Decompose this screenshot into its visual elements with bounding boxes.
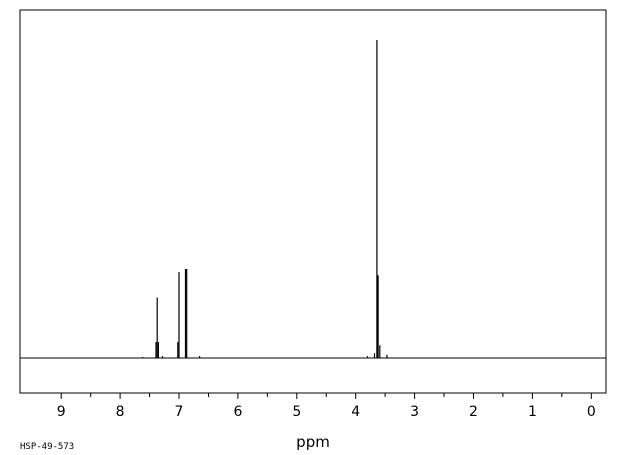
plot-frame bbox=[19, 9, 607, 394]
x-tick-label-9: 9 bbox=[57, 404, 66, 420]
sample-code-label: HSP-49-573 bbox=[20, 442, 74, 452]
x-tick-label-5: 5 bbox=[292, 404, 301, 420]
x-tick-label-2: 2 bbox=[469, 404, 478, 420]
peak-group bbox=[141, 40, 388, 358]
x-tick-label-1: 1 bbox=[528, 404, 537, 420]
x-axis-tick-labels: 9 8 7 6 5 4 3 2 1 0 bbox=[57, 404, 596, 420]
x-tick-label-6: 6 bbox=[233, 404, 242, 420]
x-tick-label-3: 3 bbox=[410, 404, 419, 420]
x-axis-ticks bbox=[60, 393, 592, 399]
x-tick-label-0: 0 bbox=[587, 404, 596, 420]
x-tick-label-8: 8 bbox=[116, 404, 125, 420]
x-axis-title: ppm bbox=[296, 433, 330, 451]
x-tick-label-4: 4 bbox=[351, 404, 360, 420]
x-tick-label-7: 7 bbox=[175, 404, 184, 420]
